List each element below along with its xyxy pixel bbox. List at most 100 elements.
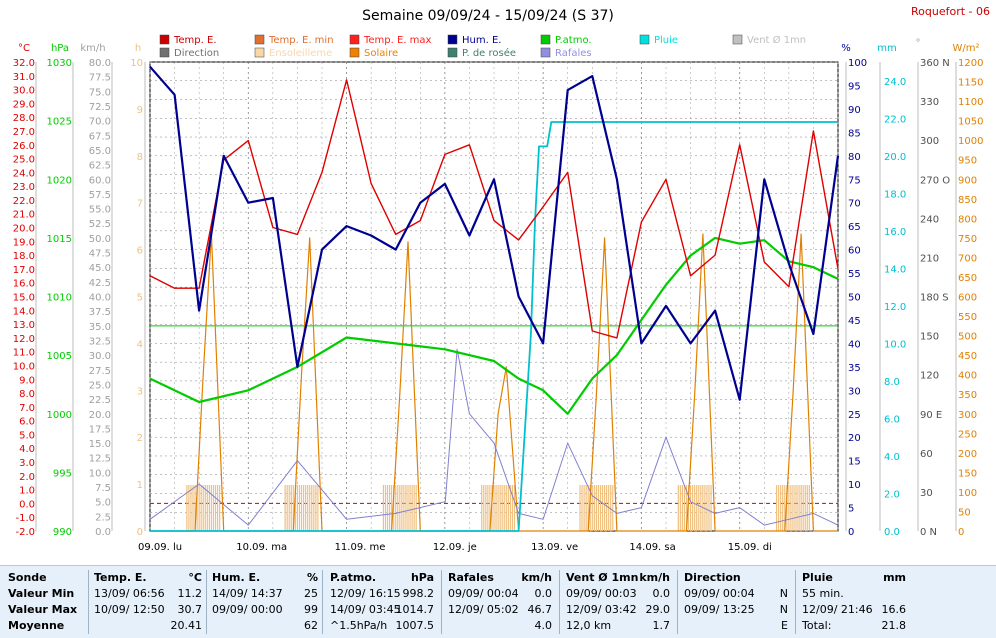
tick-temp: 10.0 <box>13 361 35 372</box>
legend-swatch <box>254 34 265 45</box>
day-label: 15.09. di <box>728 542 772 553</box>
tick-hum: 70 <box>848 199 861 210</box>
hum-min-date: 14/09/ 14:37 <box>212 587 283 600</box>
tick-temp: -1.0 <box>15 513 35 524</box>
th-vent: Vent Ø 1mn <box>566 571 639 584</box>
axes: -2.0-1.00.01.02.03.04.05.06.07.08.09.010… <box>13 58 984 538</box>
tick-direction: 90 E <box>920 410 942 421</box>
legend-label: Vent Ø 1mn <box>747 34 806 46</box>
patmo-max-date: 14/09/ 03:45 <box>330 603 401 616</box>
tick-temp: 0.0 <box>19 499 35 510</box>
legend-label: Rafales <box>555 48 592 59</box>
unit-direction: ° <box>916 38 921 49</box>
table-col-temp: Temp. E. °C 13/09/ 06:56 11.2 10/09/ 12:… <box>94 570 202 634</box>
tick-temp: 32.0 <box>13 58 35 69</box>
tick-pluie: 24.0 <box>884 77 906 88</box>
tick-vent: 27.5 <box>89 366 111 377</box>
tick-temp: 11.0 <box>13 348 35 359</box>
tick-hum: 60 <box>848 246 861 257</box>
tick-solaire: 650 <box>958 273 977 284</box>
tick-solaire: 750 <box>958 234 977 245</box>
tick-patmo: 1025 <box>47 117 72 128</box>
tick-vent: 80.0 <box>89 58 111 69</box>
vent-avg-value: 1.7 <box>652 619 671 632</box>
tick-vent: 5.0 <box>95 498 111 509</box>
tick-direction: 120 <box>920 371 939 382</box>
legend-swatch <box>254 47 265 58</box>
rafales-max-value: 46.7 <box>527 603 553 616</box>
row-label-max: Valeur Max <box>8 603 78 616</box>
temp-avg-value: 20.41 <box>170 619 203 632</box>
vent-distance: 12,0 km <box>566 619 612 632</box>
tick-temp: 20.0 <box>13 224 35 235</box>
tick-solaire: 0 <box>958 527 964 538</box>
legend-label: Solaire <box>364 48 398 59</box>
legend-label: P.atmo. <box>555 35 592 46</box>
legend-label: P. de rosée <box>462 47 516 59</box>
legend-swatch <box>159 34 170 45</box>
tick-vent: 72.5 <box>89 102 111 113</box>
tick-temp: 18.0 <box>13 251 35 262</box>
tick-ensol: 1 <box>137 480 143 491</box>
tick-vent: 47.5 <box>89 249 111 260</box>
tick-hum: 45 <box>848 316 861 327</box>
patmo-avg-value: 1007.5 <box>395 619 435 632</box>
th-hum: Hum. E. <box>212 571 261 584</box>
tick-pluie: 4.0 <box>884 452 900 463</box>
tick-hum: 5 <box>848 504 854 515</box>
tick-vent: 25.0 <box>89 380 111 391</box>
pluie-total-label: Total: <box>802 619 832 632</box>
tick-pluie: 10.0 <box>884 339 906 350</box>
tick-hum: 25 <box>848 410 861 421</box>
table-col-labels: Sonde Valeur Min Valeur Max Moyenne <box>8 570 88 634</box>
tick-temp: 9.0 <box>19 375 35 386</box>
tick-solaire: 400 <box>958 371 977 382</box>
tick-temp: 5.0 <box>19 430 35 441</box>
tick-vent: 12.5 <box>89 454 111 465</box>
divider <box>322 570 323 634</box>
tick-hum: 40 <box>848 339 861 350</box>
axis-units: °C hPa km/h h% mm ° W/m² <box>18 38 980 54</box>
tick-patmo: 1020 <box>47 175 72 186</box>
tick-vent: 35.0 <box>89 322 111 333</box>
patmo-min-date: 12/09/ 16:15 <box>330 587 401 600</box>
tick-patmo: 990 <box>53 527 72 538</box>
tick-hum: 30 <box>848 386 861 397</box>
tick-solaire: 300 <box>958 410 977 421</box>
tick-hum: 50 <box>848 293 861 304</box>
tick-solaire: 50 <box>958 507 971 518</box>
day-label: 09.09. lu <box>138 542 182 553</box>
row-label-avg: Moyenne <box>8 619 65 632</box>
tick-temp: 17.0 <box>13 265 35 276</box>
divider <box>559 570 560 634</box>
direction-max-value: N <box>779 603 788 616</box>
legend-label: Temp. E. max <box>363 35 432 46</box>
tick-direction: 270 O <box>920 175 950 186</box>
tick-hum: 85 <box>848 128 861 139</box>
tick-vent: 67.5 <box>89 131 111 142</box>
tick-vent: 77.5 <box>89 73 111 84</box>
tick-hum: 35 <box>848 363 861 374</box>
tick-temp: 30.0 <box>13 86 35 97</box>
legend-swatch <box>540 34 551 45</box>
legend-swatch <box>639 34 650 45</box>
table-col-vent: Vent Ø 1mn km/h 09/09/ 00:03 0.0 12/09/ … <box>566 570 670 634</box>
table-col-pluie: Pluie mm 55 min. 12/09/ 21:46 16.6 Total… <box>802 570 906 634</box>
tick-solaire: 550 <box>958 312 977 323</box>
tick-direction: 330 <box>920 97 939 108</box>
tick-solaire: 800 <box>958 214 977 225</box>
legend: Temp. E. Temp. E. min Temp. E. max Hum. E. P… <box>159 34 806 59</box>
tick-hum: 20 <box>848 433 861 444</box>
vent-max-date: 12/09/ 03:42 <box>566 603 637 616</box>
day-label: 13.09. ve <box>531 542 578 553</box>
tick-pluie: 2.0 <box>884 489 900 500</box>
vent-max-value: 29.0 <box>645 603 671 616</box>
tick-direction: 300 <box>920 136 939 147</box>
th-sonde: Sonde <box>8 571 47 584</box>
unit-solaire: W/m² <box>952 43 979 54</box>
tick-solaire: 700 <box>958 253 977 264</box>
day-label: 12.09. je <box>433 542 477 553</box>
tick-patmo: 1015 <box>47 234 72 245</box>
tick-pluie: 16.0 <box>884 227 906 238</box>
legend-swatch <box>447 34 458 45</box>
